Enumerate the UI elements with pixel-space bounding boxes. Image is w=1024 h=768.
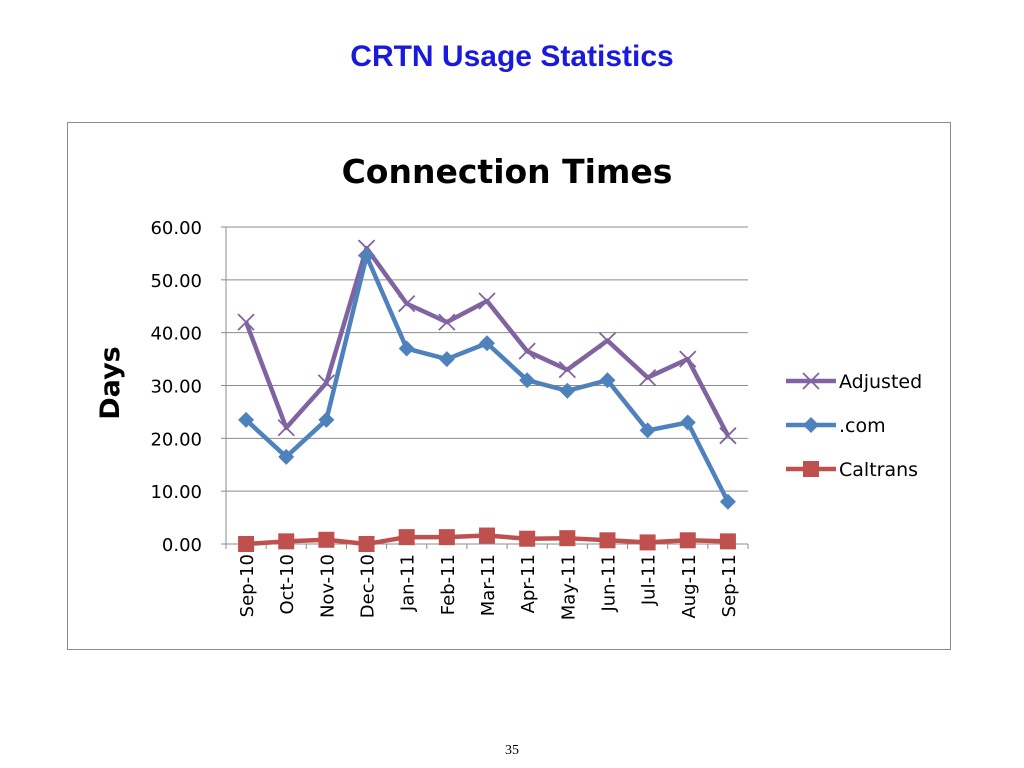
x-tick-label: Jan-11 [398, 554, 419, 612]
legend-swatch-marker [802, 372, 820, 390]
x-tick-label: Nov-10 [317, 554, 338, 618]
series-com [238, 248, 736, 510]
data-point [519, 530, 536, 547]
data-point [639, 422, 656, 439]
data-point [719, 493, 736, 510]
x-tick-label: Aug-11 [679, 554, 700, 619]
data-point [398, 529, 415, 546]
data-point [317, 374, 336, 392]
data-point [559, 530, 576, 547]
data-point [599, 532, 616, 549]
data-point [238, 536, 255, 552]
data-point [519, 372, 536, 389]
data-point [558, 361, 576, 379]
y-tick-label: 10.00 [150, 482, 202, 503]
x-tick-label: Apr-11 [518, 554, 539, 613]
data-point [438, 351, 455, 368]
connection-times-chart: Connection Times Days 0.00 10.00 20.00 30.0… [95, 152, 922, 620]
data-point [638, 368, 657, 387]
legend-label: Adjusted [839, 371, 922, 393]
y-tick-label: 40.00 [150, 324, 202, 345]
data-point [599, 372, 616, 389]
data-point [479, 335, 495, 352]
data-point [277, 419, 295, 437]
data-point [518, 342, 536, 360]
data-point [318, 531, 335, 548]
data-point [238, 411, 255, 428]
y-tick-label: 30.00 [150, 377, 202, 398]
data-point [237, 313, 255, 331]
y-tick-label: 50.00 [150, 271, 202, 292]
data-point [679, 350, 697, 368]
data-point [598, 331, 617, 350]
x-tick-labels: Sep-10 Oct-10 Nov-10 Dec-10 Jan-11 Feb-11 Mar-… [237, 554, 740, 620]
legend-label: Caltrans [839, 459, 918, 481]
gridlines [226, 226, 748, 492]
x-tick-label: Mar-11 [478, 554, 499, 616]
legend-label: .com [839, 415, 886, 437]
x-tick-label: Oct-10 [277, 554, 298, 615]
series-adjusted [237, 239, 737, 445]
legend: Adjusted .com Caltrans [786, 371, 922, 481]
series-line [244, 253, 730, 503]
data-point [278, 533, 295, 550]
legend-swatch-marker [803, 417, 819, 433]
data-point [398, 294, 416, 313]
x-tick-label: Feb-11 [438, 554, 459, 615]
legend-item: .com [786, 415, 886, 437]
x-tick-label: Jun-11 [598, 554, 619, 613]
data-point [639, 534, 656, 551]
legend-swatch-marker [803, 461, 819, 477]
y-tick-label: 0.00 [162, 535, 202, 556]
data-point [438, 313, 456, 331]
data-point [358, 536, 375, 552]
x-tick-label: May-11 [558, 554, 579, 620]
data-point [719, 427, 737, 445]
y-axis-label: Days [95, 346, 126, 419]
series-lines [237, 239, 737, 552]
chart-title: Connection Times [342, 152, 673, 191]
data-point [679, 414, 696, 431]
data-point [318, 411, 335, 428]
x-tick-label: Jul-11 [639, 554, 660, 606]
y-tick-label: 60.00 [150, 218, 202, 239]
x-tick-label: Sep-11 [719, 554, 740, 617]
legend-item: Adjusted [786, 371, 922, 393]
data-point [559, 382, 576, 399]
page-number: 35 [505, 743, 519, 758]
data-point [479, 527, 495, 544]
x-tick-label: Dec-10 [358, 554, 379, 618]
legend-item: Caltrans [786, 459, 918, 481]
data-point [278, 448, 295, 465]
series-caltrans [238, 527, 736, 552]
data-point [358, 248, 375, 265]
data-point [679, 532, 696, 549]
x-tick-label: Sep-10 [237, 554, 258, 617]
data-point [398, 340, 415, 357]
data-point [478, 292, 496, 310]
chart-frame: Connection Times Days 0.00 10.00 20.00 30.0… [67, 122, 951, 650]
data-point [719, 533, 736, 550]
y-tick-labels: 0.00 10.00 20.00 30.00 40.00 50.00 60.00 [150, 218, 226, 556]
slide-title: CRTN Usage Statistics [350, 40, 674, 73]
data-point [438, 529, 455, 546]
axes [225, 227, 749, 549]
y-tick-label: 20.00 [150, 429, 202, 450]
